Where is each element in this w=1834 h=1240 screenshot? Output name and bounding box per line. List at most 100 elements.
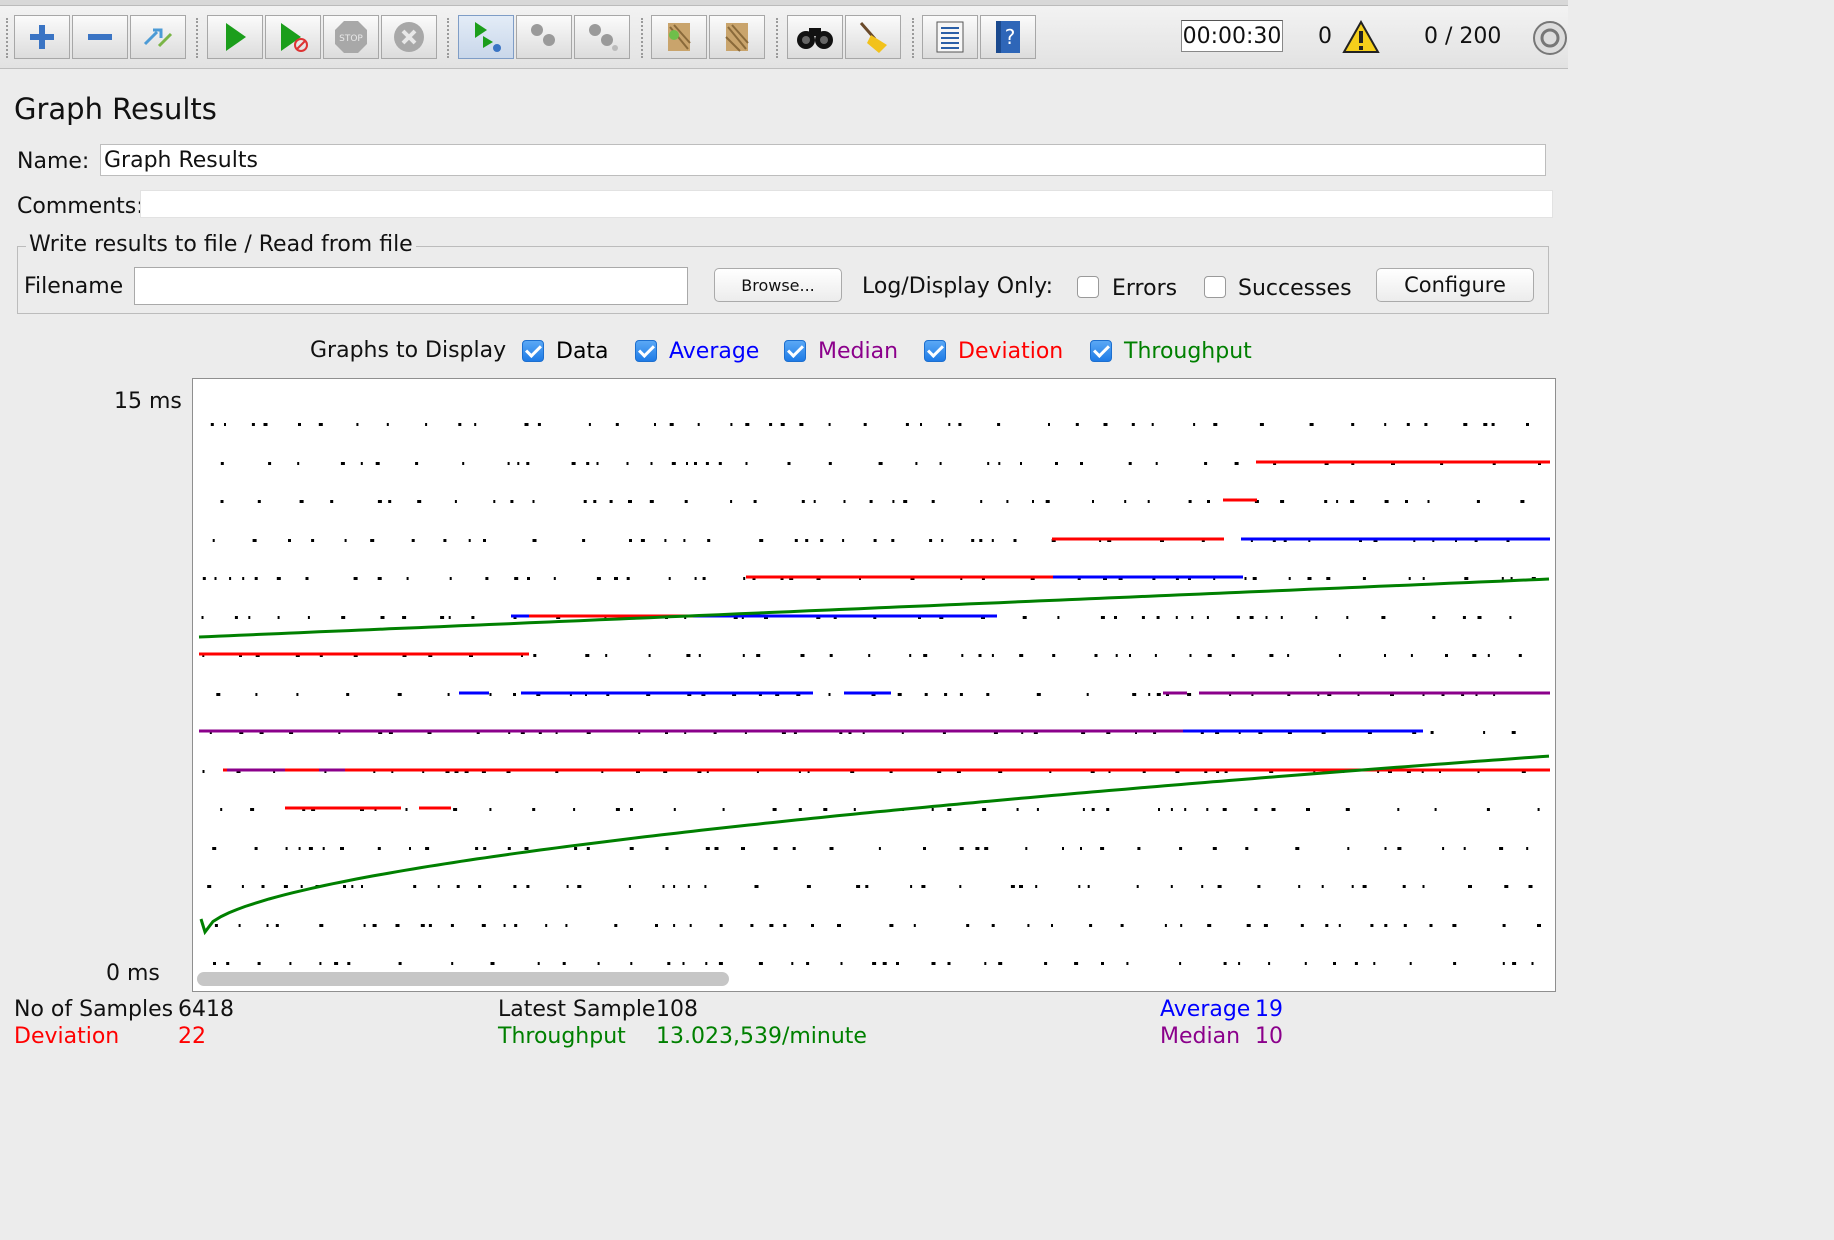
data-point [577,885,582,888]
successes-checkbox[interactable] [1204,276,1226,298]
data-point [242,577,245,580]
reset-search-button[interactable] [845,15,901,59]
average-checkbox[interactable] [635,340,657,362]
data-point [628,500,632,503]
data-point [961,654,964,657]
data-point [307,616,310,619]
data-point [297,462,300,465]
remove-button[interactable] [72,15,128,59]
data-point [828,462,832,465]
data-point [948,423,951,426]
data-point [689,924,692,927]
data-point [1452,924,1457,927]
data-point [896,962,899,965]
median-checkbox[interactable] [784,340,806,362]
help-button[interactable]: ? [980,15,1036,59]
data-point [582,539,586,542]
graph-scrollbar[interactable] [197,972,729,986]
data-point [1537,808,1540,811]
data-point [220,808,223,811]
toolbar-separator [776,18,778,58]
add-button[interactable] [14,15,70,59]
data-point [931,500,935,503]
data-point [704,885,707,888]
data-point [299,500,304,503]
start-button[interactable] [207,15,263,59]
remote-stop-button[interactable] [516,15,572,59]
data-point [213,962,216,965]
throughput-checkbox[interactable] [1090,340,1112,362]
data-checkbox[interactable] [522,340,544,362]
search-button[interactable] [787,15,843,59]
data-point [698,654,701,657]
remote-start-button[interactable] [458,15,514,59]
data-point [1151,423,1154,426]
clear-button[interactable] [651,15,707,59]
data-point [1453,962,1457,965]
name-field[interactable]: Graph Results [100,144,1546,176]
data-point [783,924,787,927]
data-point [882,962,887,965]
data-point [1502,962,1505,965]
data-point [682,962,685,965]
data-point [947,808,952,811]
data-point [753,500,757,503]
data-point [343,885,346,888]
data-point [1502,924,1506,927]
data-point [667,962,671,965]
data-point [386,423,389,426]
throughput-stat-value: 13.023,539/minute [656,1024,867,1049]
deviation-label: Deviation [958,339,1064,364]
start-no-pauses-button[interactable] [265,15,321,59]
data-point [1128,462,1132,465]
remote-shutdown-button[interactable] [574,15,630,59]
data-point [353,577,358,580]
configure-button[interactable]: Configure [1376,268,1534,302]
data-point [773,847,778,850]
data-point [1362,885,1367,888]
data-point [889,924,894,927]
filename-input[interactable] [134,267,688,305]
data-point [640,539,645,542]
data-point [1432,616,1436,619]
stop-button[interactable]: STOP [323,15,379,59]
data-point [250,808,255,811]
deviation-checkbox[interactable] [924,340,946,362]
data-point [493,500,496,503]
data-point [1463,423,1468,426]
browse-button[interactable]: Browse... [714,268,842,302]
data-point [828,693,831,696]
data-point [829,654,833,657]
data-point [1298,885,1301,888]
data-point [630,962,633,965]
data-point [998,962,1003,965]
broom-all-icon [725,23,749,52]
clear-all-button[interactable] [709,15,765,59]
data-point [1300,924,1304,927]
data-point [966,924,970,927]
toggle-button[interactable] [130,15,186,59]
data-point [1025,847,1028,850]
data-point [892,500,895,503]
page-title: Graph Results [14,92,217,126]
data-point [1504,885,1509,888]
throughput-stat-label: Throughput [498,1024,626,1049]
data-point [1217,885,1222,888]
data-point [654,423,656,426]
data-point [1403,924,1407,927]
y-axis-max-label: 15 ms [114,389,182,414]
data-point [322,847,325,850]
toolbar-separator [447,18,449,58]
data-point [1120,924,1124,927]
data-point [220,462,224,465]
shutdown-button[interactable] [381,15,437,59]
data-point [346,693,350,696]
data-point [340,462,345,465]
errors-checkbox[interactable] [1077,276,1099,298]
data-point [719,924,723,927]
data-point [1287,654,1290,657]
function-helper-button[interactable] [922,15,978,59]
data-point [1476,500,1480,503]
data-point [344,539,347,542]
comments-field[interactable] [140,190,1553,218]
